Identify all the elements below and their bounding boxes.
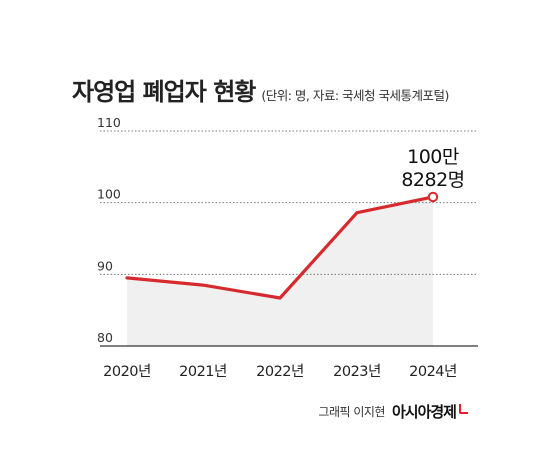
chart-subtitle: (단위: 명, 자료: 국세청 국세통계포털)	[261, 88, 449, 103]
y-tick-label: 80	[97, 330, 113, 345]
brand-mark-icon	[459, 403, 468, 414]
y-tick-label: 110	[97, 115, 121, 130]
x-tick-label: 2022년	[256, 363, 304, 380]
series-line	[125, 195, 435, 300]
annotation-line2: 8282명	[401, 169, 464, 191]
annotation-line1: 100만	[407, 146, 459, 168]
chart-title: 자영업 폐업자 현황	[72, 78, 256, 106]
x-tick-label: 2021년	[179, 363, 227, 380]
y-tick-label: 100	[97, 187, 121, 202]
x-tick-label: 2024년	[409, 363, 457, 380]
credit: 그래픽 이지현 아시아경제	[318, 401, 468, 422]
area-fill	[127, 196, 433, 346]
data-point-highlight	[427, 191, 439, 203]
brand-logo: 아시아경제	[391, 403, 457, 421]
y-tick-label: 90	[97, 258, 113, 273]
title-row: 자영업 폐업자 현황 (단위: 명, 자료: 국세청 국세통계포털)	[72, 72, 449, 107]
x-tick-label: 2023년	[333, 363, 381, 380]
credit-text: 그래픽 이지현	[318, 405, 385, 419]
x-tick-label: 2020년	[103, 363, 151, 380]
